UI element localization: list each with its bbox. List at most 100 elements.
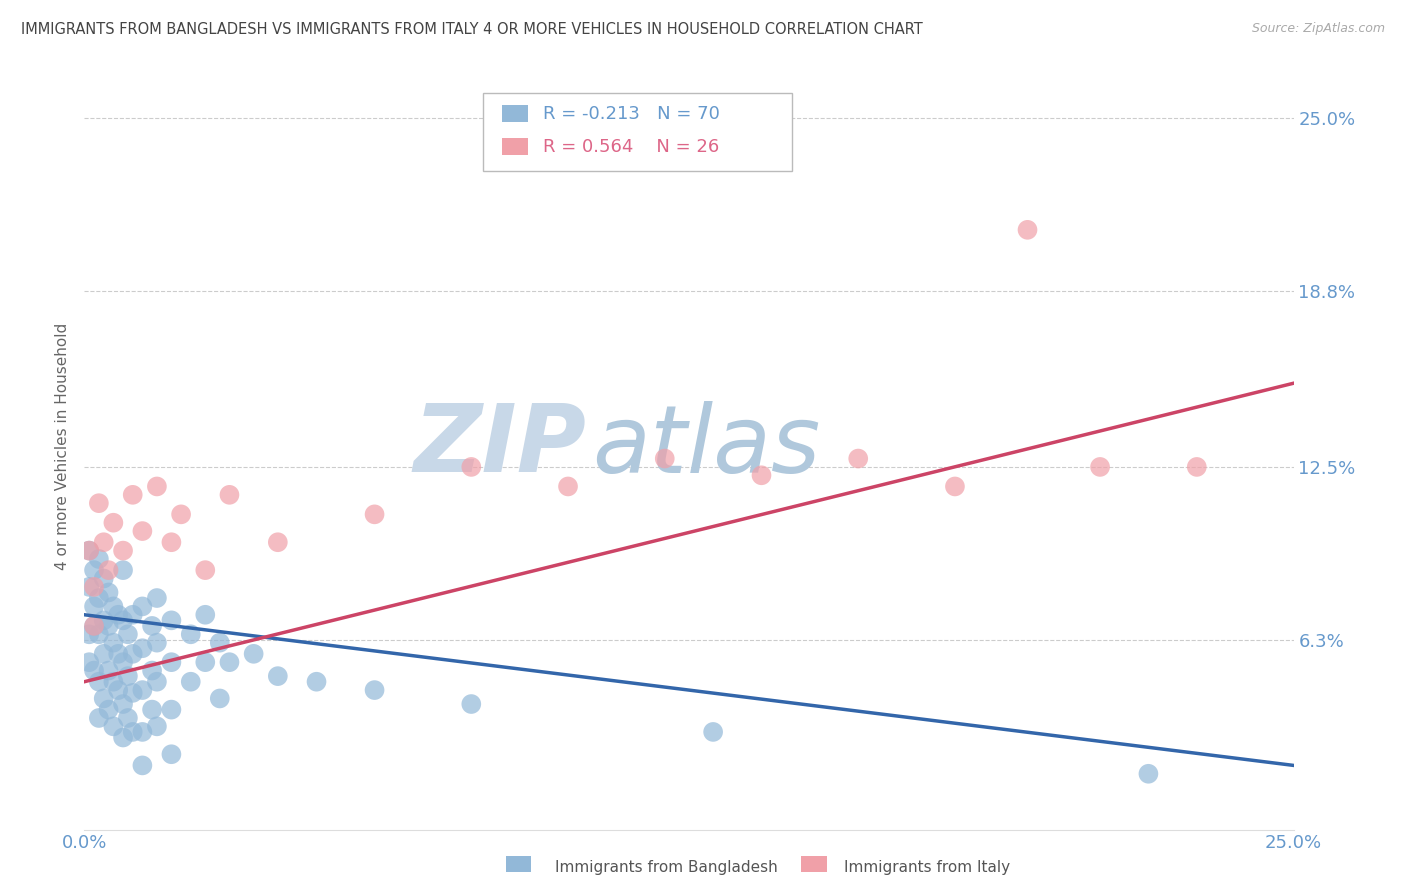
Point: [170, 508, 193, 522]
Point: [846, 451, 869, 466]
Bar: [502, 138, 529, 155]
Point: [160, 535, 183, 549]
Point: [557, 479, 579, 493]
Point: [93, 535, 115, 549]
Point: [97, 664, 120, 678]
Point: [160, 747, 183, 762]
FancyBboxPatch shape: [484, 93, 792, 171]
Point: [131, 524, 153, 538]
Text: ZIP: ZIP: [413, 400, 586, 492]
Point: [180, 674, 202, 689]
Point: [77, 627, 100, 641]
Point: [87, 591, 110, 605]
Point: [146, 479, 169, 493]
Point: [141, 664, 163, 678]
Point: [77, 655, 100, 669]
Point: [87, 674, 110, 689]
Point: [146, 719, 169, 733]
Point: [97, 585, 120, 599]
Point: [87, 711, 110, 725]
Text: Source: ZipAtlas.com: Source: ZipAtlas.com: [1251, 22, 1385, 36]
Point: [1137, 766, 1160, 780]
Point: [121, 725, 143, 739]
Point: [194, 607, 217, 622]
Point: [160, 703, 183, 717]
Point: [83, 619, 105, 633]
Point: [87, 552, 110, 566]
Point: [112, 697, 135, 711]
Point: [121, 686, 143, 700]
Bar: [502, 105, 529, 122]
Point: [131, 758, 153, 772]
Point: [702, 725, 724, 739]
Point: [242, 647, 264, 661]
Point: [146, 635, 169, 649]
Point: [121, 488, 143, 502]
Text: Immigrants from Bangladesh: Immigrants from Bangladesh: [555, 860, 778, 874]
Text: R = -0.213   N = 70: R = -0.213 N = 70: [543, 105, 720, 123]
Point: [103, 516, 125, 530]
Point: [93, 572, 115, 586]
Point: [117, 627, 139, 641]
Point: [218, 655, 240, 669]
Point: [103, 599, 125, 614]
Point: [180, 627, 202, 641]
Point: [83, 619, 105, 633]
Point: [208, 635, 231, 649]
Point: [460, 697, 482, 711]
Point: [131, 599, 153, 614]
Text: Immigrants from Italy: Immigrants from Italy: [844, 860, 1010, 874]
Point: [77, 580, 100, 594]
Point: [160, 655, 183, 669]
Point: [194, 655, 217, 669]
Point: [131, 641, 153, 656]
Point: [97, 703, 120, 717]
Point: [1088, 459, 1111, 474]
Bar: [506, 856, 531, 872]
Point: [121, 607, 143, 622]
Y-axis label: 4 or more Vehicles in Household: 4 or more Vehicles in Household: [55, 322, 70, 570]
Point: [146, 591, 169, 605]
Point: [112, 655, 135, 669]
Point: [751, 468, 773, 483]
Point: [112, 613, 135, 627]
Point: [83, 580, 105, 594]
Point: [87, 496, 110, 510]
Point: [654, 451, 676, 466]
Point: [460, 459, 482, 474]
Point: [363, 508, 385, 522]
Point: [112, 563, 135, 577]
Point: [363, 683, 385, 698]
Point: [83, 599, 105, 614]
Point: [107, 683, 129, 698]
Point: [107, 607, 129, 622]
Text: IMMIGRANTS FROM BANGLADESH VS IMMIGRANTS FROM ITALY 4 OR MORE VEHICLES IN HOUSEH: IMMIGRANTS FROM BANGLADESH VS IMMIGRANTS…: [21, 22, 922, 37]
Point: [93, 647, 115, 661]
Point: [87, 627, 110, 641]
Point: [160, 613, 183, 627]
Point: [267, 535, 290, 549]
Point: [1185, 459, 1208, 474]
Point: [103, 635, 125, 649]
Point: [83, 563, 105, 577]
Text: R = 0.564    N = 26: R = 0.564 N = 26: [543, 138, 718, 156]
Point: [112, 731, 135, 745]
Point: [131, 725, 153, 739]
Bar: [801, 856, 827, 872]
Point: [97, 619, 120, 633]
Point: [141, 619, 163, 633]
Point: [267, 669, 290, 683]
Point: [117, 711, 139, 725]
Point: [305, 674, 328, 689]
Point: [112, 543, 135, 558]
Point: [83, 664, 105, 678]
Point: [146, 674, 169, 689]
Point: [77, 543, 100, 558]
Point: [131, 683, 153, 698]
Point: [93, 613, 115, 627]
Point: [194, 563, 217, 577]
Point: [93, 691, 115, 706]
Point: [103, 674, 125, 689]
Point: [943, 479, 966, 493]
Point: [103, 719, 125, 733]
